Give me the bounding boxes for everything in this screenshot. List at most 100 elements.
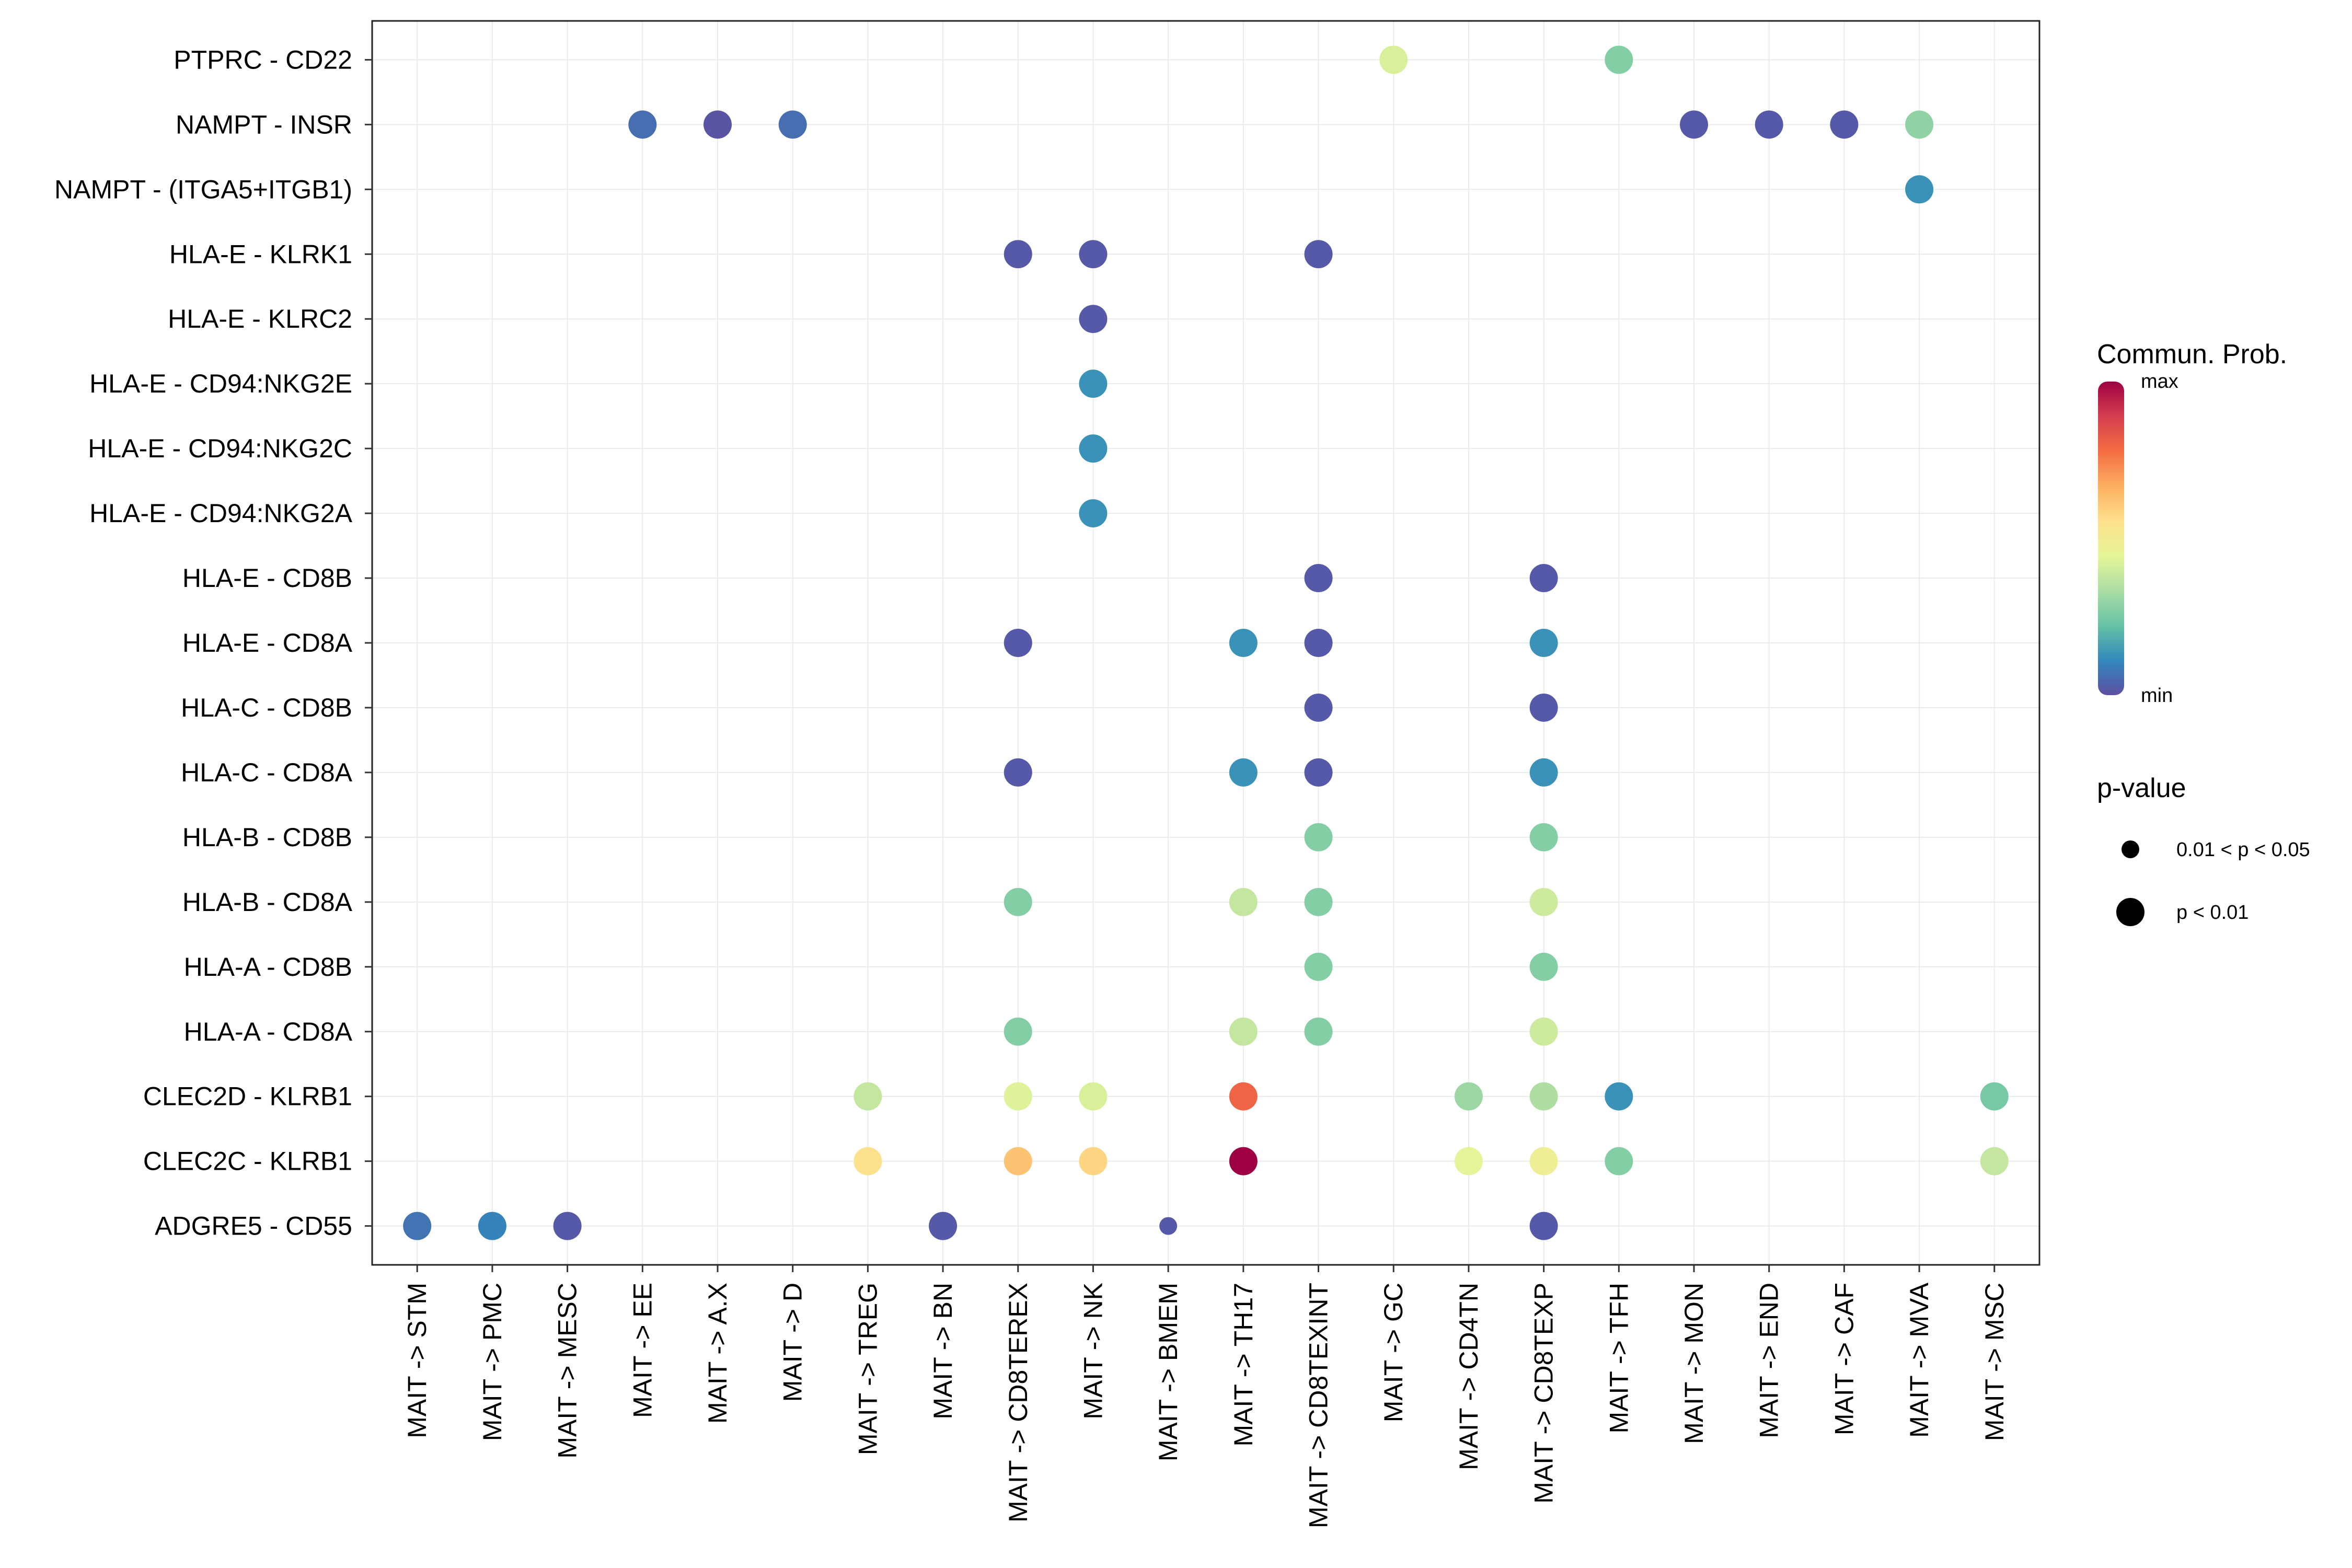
- data-point: [1905, 175, 1934, 204]
- data-point: [1229, 1147, 1258, 1175]
- x-tick-label: MAIT -> CD8TEREX: [1004, 1283, 1033, 1523]
- y-tick-label: HLA-C - CD8B: [181, 693, 352, 722]
- data-point: [1304, 758, 1333, 787]
- y-tick-label: ADGRE5 - CD55: [155, 1212, 352, 1241]
- y-tick-label: CLEC2D - KLRB1: [143, 1082, 352, 1111]
- data-point: [1529, 693, 1558, 722]
- y-tick-label: HLA-A - CD8A: [184, 1017, 353, 1046]
- data-point: [1529, 887, 1558, 916]
- data-point: [778, 110, 807, 139]
- data-point: [1229, 1082, 1258, 1111]
- data-point: [1004, 240, 1032, 269]
- x-tick-label: MAIT -> D: [778, 1283, 808, 1402]
- data-point: [1004, 887, 1032, 916]
- color-legend: Commun. Prob. max min: [2097, 339, 2287, 707]
- data-point: [1304, 887, 1333, 916]
- x-tick-label: MAIT -> EE: [628, 1283, 657, 1418]
- x-tick-label: MAIT -> BMEM: [1154, 1283, 1183, 1461]
- y-tick-label: HLA-E - CD94:NKG2E: [89, 369, 352, 398]
- x-tick-label: MAIT -> CAF: [1829, 1283, 1859, 1435]
- data-point: [1454, 1082, 1483, 1111]
- x-tick-label: MAIT -> END: [1755, 1283, 1784, 1438]
- data-point: [1605, 1082, 1633, 1111]
- data-point: [553, 1212, 582, 1240]
- y-axis-ticks: PTPRC - CD22 NAMPT - INSR NAMPT - (ITGA5+I…: [54, 45, 372, 1241]
- pvalue-legend-large-label: p < 0.01: [2176, 902, 2249, 924]
- y-tick-label: HLA-E - CD8B: [182, 563, 352, 593]
- x-tick-label: MAIT -> CD8TEXP: [1529, 1283, 1559, 1504]
- data-point: [478, 1212, 506, 1240]
- data-points: [403, 45, 2009, 1240]
- data-point: [1004, 1082, 1032, 1111]
- x-tick-label: MAIT -> BN: [928, 1283, 958, 1420]
- data-point: [1229, 887, 1258, 916]
- y-tick-label: HLA-B - CD8B: [182, 823, 352, 852]
- data-point: [703, 110, 732, 139]
- x-tick-label: MAIT -> TH17: [1229, 1283, 1258, 1447]
- x-tick-label: MAIT -> MESC: [553, 1283, 582, 1459]
- data-point: [854, 1147, 882, 1175]
- data-point: [1079, 305, 1108, 333]
- y-tick-label: HLA-A - CD8B: [184, 952, 352, 982]
- color-legend-max-label: max: [2141, 371, 2178, 393]
- data-point: [1529, 1147, 1558, 1175]
- y-tick-label: HLA-B - CD8A: [182, 887, 353, 917]
- color-legend-title: Commun. Prob.: [2097, 339, 2287, 370]
- x-tick-label: MAIT -> PMC: [478, 1283, 507, 1441]
- data-point: [1830, 110, 1859, 139]
- data-point: [1529, 758, 1558, 787]
- data-point: [929, 1212, 958, 1240]
- data-point: [1529, 823, 1558, 851]
- y-tick-label: HLA-E - CD94:NKG2A: [89, 499, 353, 528]
- y-tick-label: HLA-E - CD94:NKG2C: [88, 434, 352, 463]
- data-point: [1529, 1212, 1558, 1240]
- data-point: [1079, 434, 1108, 463]
- data-point: [1304, 564, 1333, 593]
- x-tick-label: MAIT -> TREG: [853, 1283, 882, 1455]
- data-point: [1454, 1147, 1483, 1175]
- x-tick-label: MAIT -> NK: [1078, 1283, 1108, 1420]
- data-point: [1304, 1017, 1333, 1046]
- y-tick-label: PTPRC - CD22: [174, 45, 352, 74]
- data-point: [854, 1082, 882, 1111]
- x-tick-label: MAIT -> MSC: [1980, 1283, 2009, 1441]
- y-tick-label: HLA-C - CD8A: [181, 758, 352, 787]
- x-tick-label: MAIT -> STM: [402, 1283, 432, 1438]
- x-tick-label: MAIT -> TFH: [1604, 1283, 1633, 1433]
- y-tick-label: HLA-E - KLRK1: [169, 239, 352, 269]
- pvalue-legend-title: p-value: [2097, 773, 2186, 803]
- data-point: [1079, 240, 1108, 269]
- pvalue-legend-small-label: 0.01 < p < 0.05: [2176, 839, 2310, 861]
- data-point: [628, 110, 657, 139]
- colorbar: [2098, 382, 2124, 695]
- data-point: [1605, 1147, 1633, 1175]
- data-point: [1004, 1147, 1032, 1175]
- data-point: [1529, 952, 1558, 981]
- data-point: [1529, 1017, 1558, 1046]
- data-point: [1004, 629, 1032, 657]
- y-tick-label: NAMPT - INSR: [176, 110, 352, 139]
- pvalue-legend-small-dot: [2122, 840, 2139, 858]
- data-point: [1905, 110, 1934, 139]
- x-tick-label: MAIT -> CD8TEXINT: [1304, 1283, 1333, 1528]
- data-point: [1004, 1017, 1032, 1046]
- data-point: [1980, 1147, 2009, 1175]
- data-point: [1980, 1082, 2009, 1111]
- pvalue-legend-large-dot: [2116, 898, 2145, 926]
- y-tick-label: CLEC2C - KLRB1: [143, 1147, 352, 1176]
- data-point: [1304, 629, 1333, 657]
- color-legend-min-label: min: [2141, 685, 2173, 707]
- data-point: [1229, 758, 1258, 787]
- x-axis-ticks: MAIT -> STM MAIT -> PMC MAIT -> MESC MAIT -…: [402, 1265, 2009, 1528]
- grid-lines: [372, 21, 2039, 1265]
- data-point: [1304, 240, 1333, 269]
- x-tick-label: MAIT -> CD4TN: [1454, 1283, 1483, 1470]
- y-tick-label: NAMPT - (ITGA5+ITGB1): [54, 175, 352, 204]
- data-point: [1529, 564, 1558, 593]
- data-point: [1229, 1017, 1258, 1046]
- x-tick-label: MAIT -> A.X: [703, 1283, 732, 1424]
- y-tick-label: HLA-E - KLRC2: [168, 304, 352, 333]
- data-point: [1379, 45, 1408, 74]
